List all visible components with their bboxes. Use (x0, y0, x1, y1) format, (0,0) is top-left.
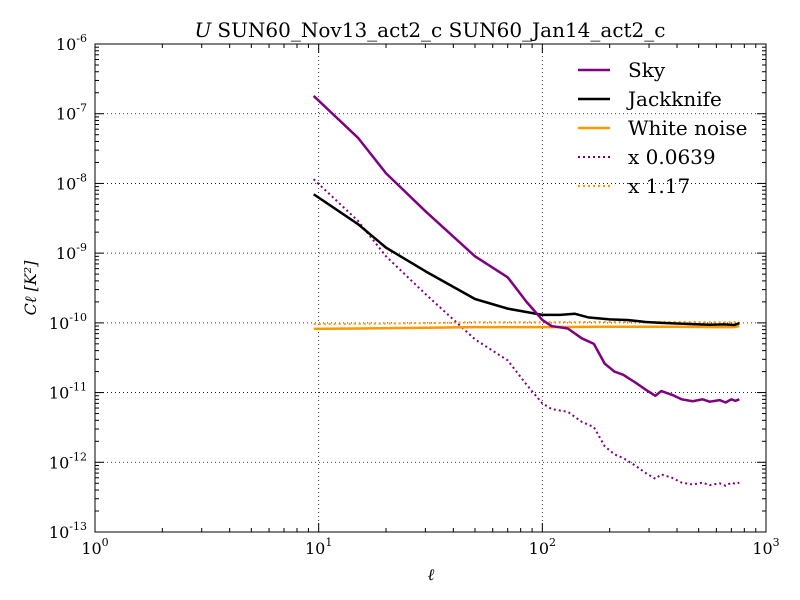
y-tick-label: 10-10 (49, 311, 87, 333)
x-tick-label: 102 (529, 536, 556, 558)
y-tick-label: 10-7 (56, 102, 87, 124)
legend-label: White noise (628, 116, 747, 140)
y-tick-label: 10-13 (49, 520, 87, 542)
x-tick-label: 101 (305, 536, 332, 558)
legend-label: x 0.0639 (628, 145, 716, 169)
x-axis-label: ℓ (428, 565, 435, 584)
series-layer (312, 95, 740, 487)
series-line-sky (312, 95, 740, 404)
series-line-white-noise (313, 324, 740, 331)
plot-frame (94, 43, 767, 533)
chart-title-text: SUN60_Nov13_act2_c SUN60_Jan14_act2_c (217, 18, 665, 42)
x-tick-labels: 100 101 102 103 (81, 536, 779, 558)
chart-title: U SUN60_Nov13_act2_c SUN60_Jan14_act2_c (195, 18, 666, 42)
x-tick-label: 103 (752, 536, 779, 558)
y-tick-label: 10-11 (49, 381, 87, 403)
legend: Sky Jackknife White noise x 0.0639 x 1.17 (578, 58, 747, 198)
x-tick-label: 100 (81, 536, 108, 558)
y-tick-label: 10-12 (49, 450, 87, 472)
y-axis-label: Cℓ [K²] (21, 260, 40, 316)
legend-label: Jackknife (626, 87, 722, 111)
grid (95, 44, 766, 532)
legend-label: x 1.17 (628, 174, 690, 198)
y-tick-label: 10-8 (56, 171, 87, 193)
ticks (94, 43, 767, 533)
y-tick-label: 10-6 (56, 32, 87, 54)
chart-title-italic: U (195, 18, 213, 42)
y-tick-labels: 10-13 10-12 10-11 10-10 10-9 10-8 10-7 10-6 (49, 32, 87, 542)
series-line-x-1-17 (313, 320, 740, 326)
legend-label: Sky (628, 58, 666, 82)
series-line-jackknife (312, 193, 740, 327)
y-tick-label: 10-9 (56, 241, 87, 263)
